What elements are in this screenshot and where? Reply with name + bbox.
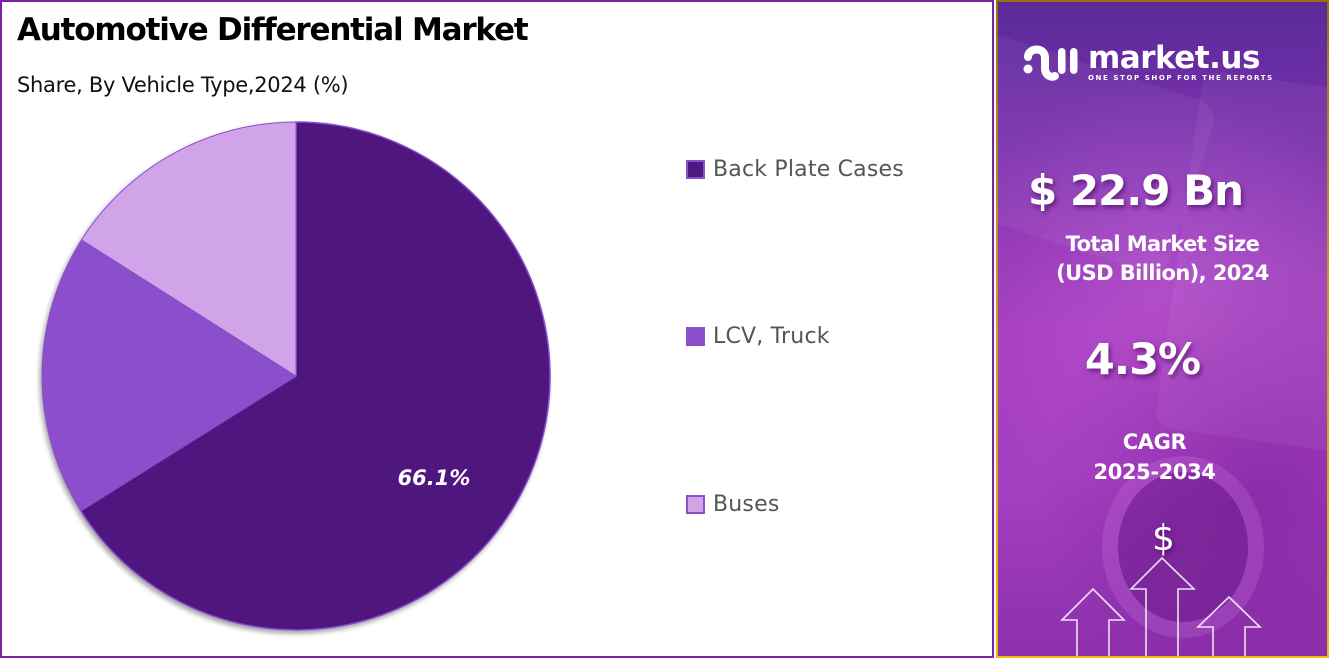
cagr-value: 4.3% — [1084, 335, 1201, 385]
market-size-label-line2: (USD Billion), 2024 — [1056, 261, 1269, 285]
legend-swatch-icon — [686, 495, 705, 514]
cagr-label: CAGR 2025-2034 — [998, 427, 1319, 487]
pie-data-label-back-plate-cases: 66.1% — [398, 466, 471, 490]
legend-label: Buses — [713, 492, 780, 517]
pie-slice-lcv-truck[interactable] — [41, 239, 297, 512]
market-summary-background: market.us ONE STOP SHOP FOR THE REPORTS … — [998, 2, 1327, 656]
pie-chart: 66.1% — [41, 121, 551, 631]
dollar-icon: $ — [1152, 518, 1175, 559]
market-size-value: $ 22.9 Bn — [1027, 166, 1244, 215]
growth-arrows-icon — [1060, 556, 1262, 656]
chart-subtitle: Share, By Vehicle Type,2024 (%) — [17, 73, 349, 97]
chart-panel: Automotive Differential Market Share, By… — [0, 0, 994, 658]
legend-label: Back Plate Cases — [713, 157, 904, 182]
logo-tagline: ONE STOP SHOP FOR THE REPORTS — [1088, 73, 1274, 82]
market-us-logo-icon — [1023, 45, 1078, 81]
legend-swatch-icon — [686, 327, 705, 346]
market-us-logo[interactable]: market.us ONE STOP SHOP FOR THE REPORTS — [1022, 42, 1274, 82]
legend-label: LCV, Truck — [713, 324, 830, 349]
pie-slice-back-plate-cases[interactable] — [79, 121, 551, 631]
legend-swatch-icon — [686, 160, 705, 179]
cagr-label-line2: 2025-2034 — [1093, 460, 1216, 484]
legend-item-lcv-truck[interactable]: LCV, Truck — [686, 324, 830, 349]
legend-item-buses[interactable]: Buses — [686, 492, 780, 517]
chart-title: Automotive Differential Market — [17, 12, 529, 48]
market-summary-panel: market.us ONE STOP SHOP FOR THE REPORTS … — [996, 0, 1329, 658]
cagr-label-line1: CAGR — [1122, 430, 1187, 454]
market-size-label: Total Market Size (USD Billion), 2024 — [998, 230, 1327, 288]
legend-item-back-plate-cases[interactable]: Back Plate Cases — [686, 157, 904, 182]
market-size-label-line1: Total Market Size — [1065, 232, 1260, 256]
logo-name: market.us — [1088, 39, 1260, 76]
pie-slice-buses[interactable] — [80, 121, 297, 377]
